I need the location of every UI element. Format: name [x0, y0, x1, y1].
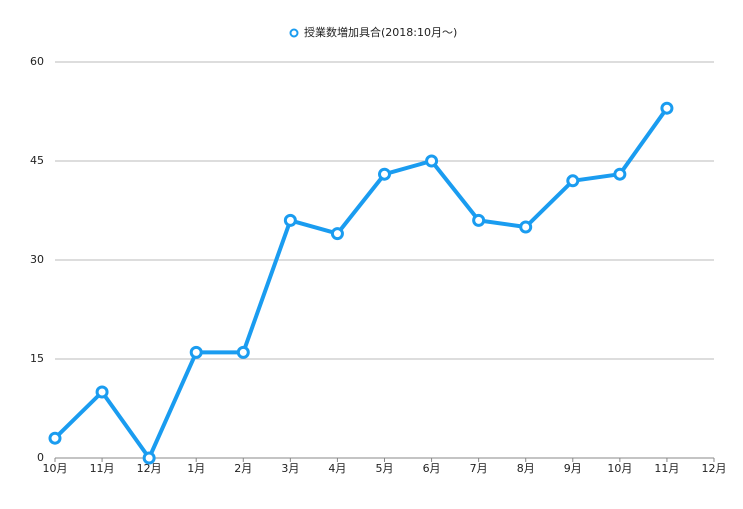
x-tick-label: 11月 [654, 462, 679, 475]
x-tick-label: 1月 [187, 462, 205, 475]
x-tick-label: 9月 [564, 462, 582, 475]
point [48, 431, 62, 445]
y-tick-label: 15 [30, 352, 44, 365]
x-tick-label: 10月 [43, 462, 68, 475]
point [283, 213, 297, 227]
y-tick-label: 30 [30, 253, 44, 266]
x-tick-label: 12月 [702, 462, 727, 475]
point [189, 345, 203, 359]
point [613, 167, 627, 181]
x-tick-label: 7月 [470, 462, 488, 475]
point [330, 227, 344, 241]
point [378, 167, 391, 181]
point [660, 101, 674, 115]
y-tick-label: 0 [37, 451, 44, 464]
legend-label: 授業数増加具合(2018:10月〜) [304, 25, 457, 39]
point [236, 345, 250, 359]
point [425, 154, 439, 168]
x-tick-label: 3月 [281, 462, 299, 475]
point [95, 385, 109, 399]
x-tick-label: 11月 [90, 462, 115, 475]
y-tick-label: 60 [30, 55, 44, 68]
point [472, 213, 486, 227]
x-tick-label: 6月 [423, 462, 441, 475]
x-tick-label: 4月 [328, 462, 346, 475]
point [566, 174, 580, 188]
point [519, 220, 533, 234]
x-tick-label: 5月 [376, 462, 394, 475]
x-tick-label: 2月 [234, 462, 252, 475]
x-tick-label: 8月 [517, 462, 535, 475]
y-tick-label: 45 [30, 154, 44, 167]
legend-marker [289, 28, 299, 38]
line [53, 107, 669, 460]
point [142, 451, 156, 465]
x-tick-label: 12月 [137, 462, 162, 475]
x-tick-label: 10月 [607, 462, 632, 475]
